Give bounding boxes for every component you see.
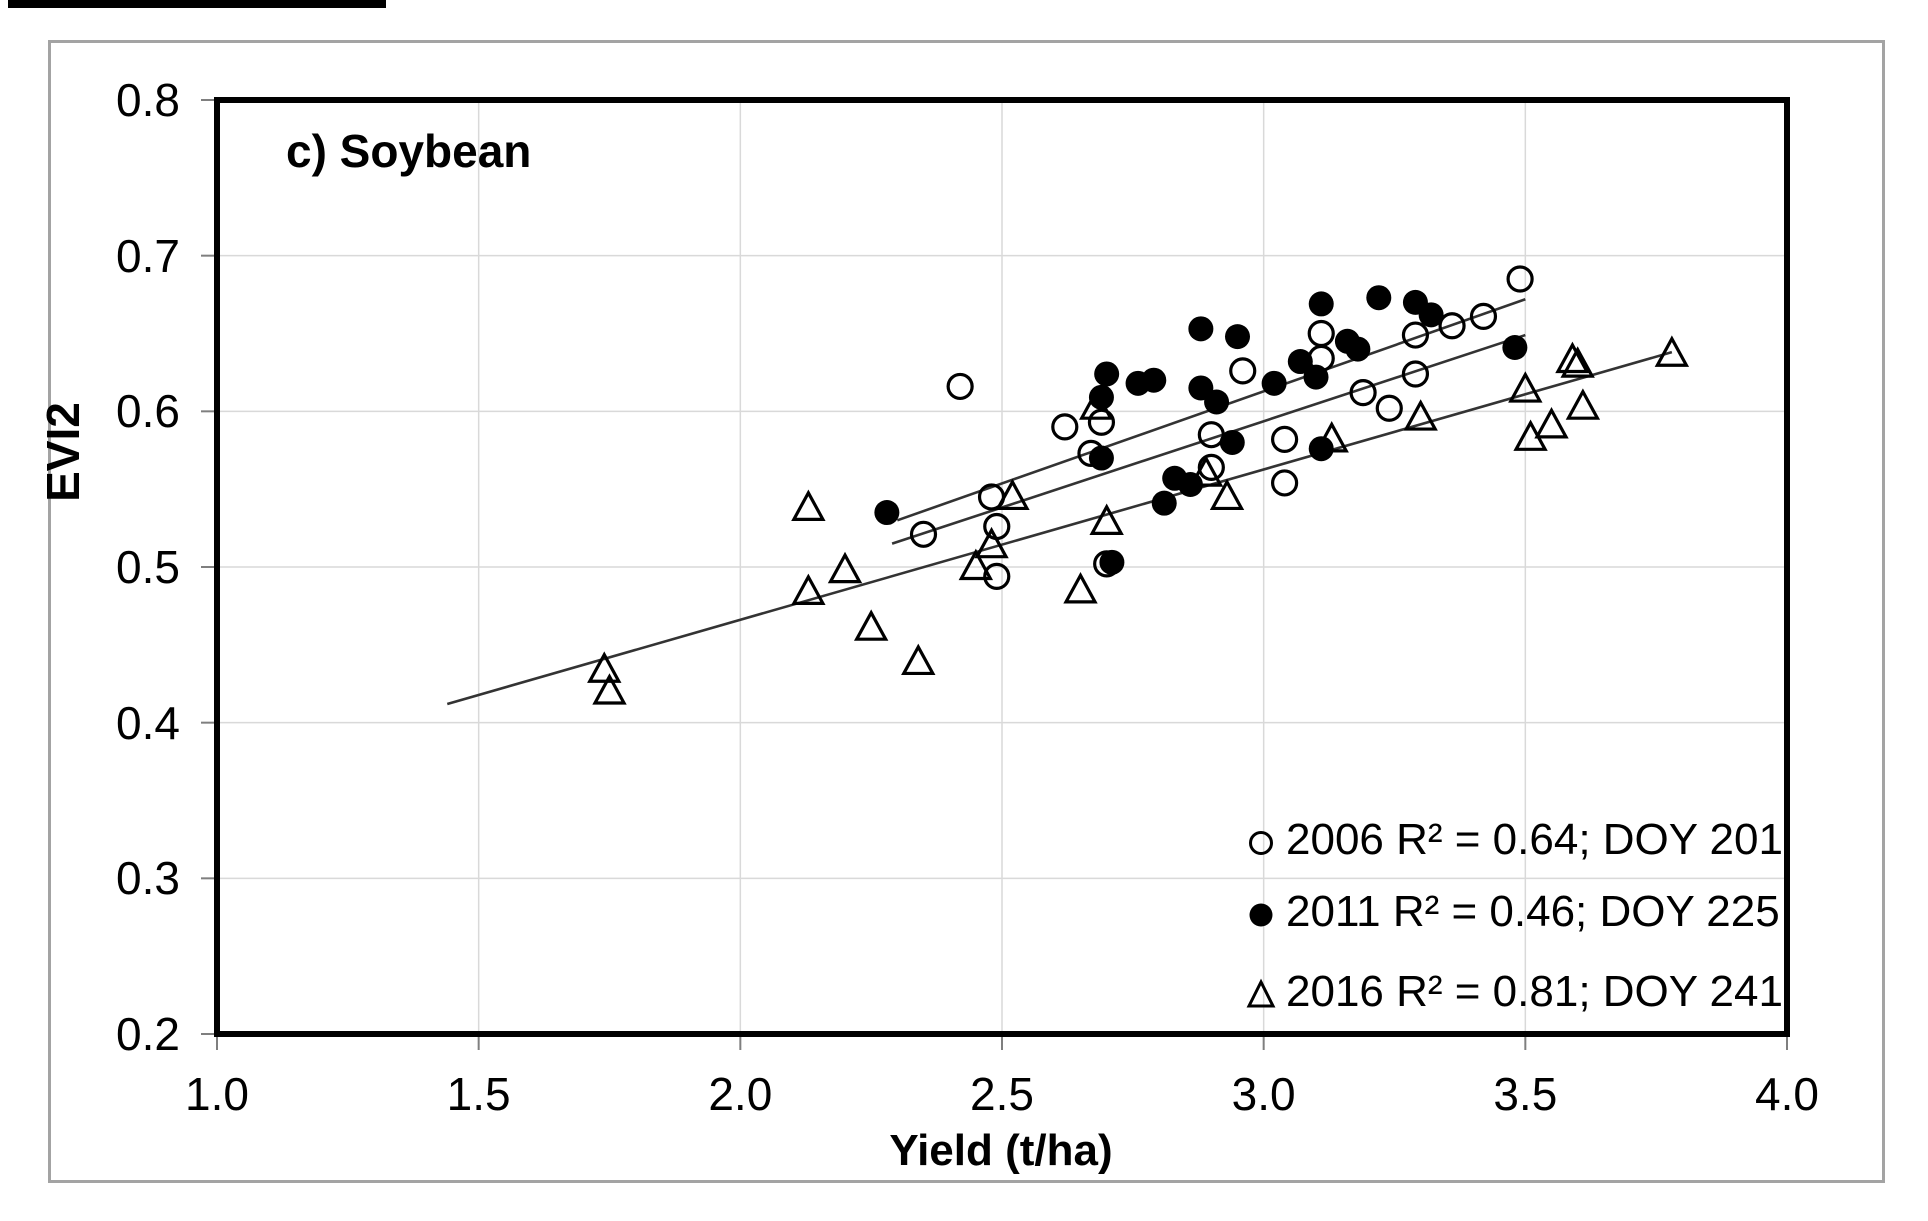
data-point-2011 xyxy=(1088,445,1114,471)
x-tick-label: 3.5 xyxy=(1493,1068,1558,1120)
data-point-2016 xyxy=(995,478,1030,511)
data-point-2011 xyxy=(874,500,900,526)
legend-filled-circle-icon xyxy=(1242,893,1280,931)
chart-title: c) Soybean xyxy=(286,125,532,177)
legend-label-2006: 2006 R² = 0.64; DOY 201 xyxy=(1286,815,1783,864)
data-point-2011 xyxy=(1188,316,1214,342)
data-point-2011 xyxy=(1366,285,1392,311)
data-point-2006 xyxy=(1506,265,1534,293)
data-point-2016 xyxy=(1209,478,1245,511)
data-point-2006 xyxy=(1087,408,1116,436)
x-tick-label: 1.5 xyxy=(446,1068,511,1120)
data-point-2016 xyxy=(791,573,826,606)
data-point-2016 xyxy=(592,673,627,705)
data-point-2006 xyxy=(1270,469,1299,497)
data-point-2016 xyxy=(1534,407,1569,439)
data-point-2016 xyxy=(827,551,863,584)
data-point-2006 xyxy=(1349,379,1377,407)
x-tick-label: 2.5 xyxy=(970,1068,1034,1120)
legend-open-triangle-icon xyxy=(1242,973,1280,1011)
data-point-2011 xyxy=(1303,364,1329,390)
data-point-2006 xyxy=(946,372,974,401)
y-tick-label: 0.8 xyxy=(116,74,180,126)
data-point-2016 xyxy=(974,526,1009,559)
legend-label-2016: 2016 R² = 0.81; DOY 241 xyxy=(1286,967,1783,1016)
data-point-2011 xyxy=(1308,436,1334,462)
y-tick-label: 0.7 xyxy=(116,229,180,282)
data-point-2011 xyxy=(1418,302,1444,328)
y-axis-title: EVI2 xyxy=(37,402,89,502)
data-point-2011 xyxy=(1308,291,1334,317)
data-point-2016 xyxy=(1079,388,1114,420)
y-tick-label: 0.4 xyxy=(116,696,180,749)
data-point-2011 xyxy=(1287,349,1313,375)
data-point-2011 xyxy=(1094,361,1120,387)
data-point-2006 xyxy=(1229,357,1257,385)
top-edge-artifact xyxy=(8,0,386,8)
data-point-2006 xyxy=(1307,319,1335,348)
data-point-2011 xyxy=(1225,324,1250,350)
data-point-2011 xyxy=(1151,490,1177,516)
data-point-2011 xyxy=(1261,370,1287,396)
data-point-2016 xyxy=(853,609,889,641)
data-point-2006 xyxy=(1401,321,1430,349)
data-point-2016 xyxy=(1555,341,1590,374)
x-tick-label: 4.0 xyxy=(1755,1068,1819,1120)
plot-border xyxy=(214,97,1790,1037)
x-tick-label: 3.0 xyxy=(1231,1068,1296,1120)
data-point-2011 xyxy=(1099,549,1125,575)
data-point-2016 xyxy=(1063,572,1098,604)
data-point-2016 xyxy=(1314,421,1349,453)
legend-item-2006: 2006 R² = 0.64; DOY 201 xyxy=(1242,809,1783,871)
data-point-2016 xyxy=(791,489,826,521)
data-point-2011 xyxy=(1141,367,1167,393)
figure-frame xyxy=(48,40,1885,1183)
data-point-2016 xyxy=(901,643,936,676)
legend-item-2011: 2011 R² = 0.46; DOY 225 xyxy=(1242,881,1780,943)
data-point-2016 xyxy=(1654,335,1690,367)
data-point-2011 xyxy=(1204,389,1230,415)
x-tick-label: 1.0 xyxy=(185,1068,249,1120)
data-point-2011 xyxy=(1502,335,1528,361)
data-point-2006 xyxy=(1270,425,1299,453)
data-point-2006 xyxy=(1438,312,1466,340)
data-point-2006 xyxy=(1197,453,1225,481)
data-point-2016 xyxy=(958,548,994,581)
data-point-2006 xyxy=(1401,360,1430,388)
legend-label-2011: 2011 R² = 0.46; DOY 225 xyxy=(1286,887,1780,936)
data-point-2011 xyxy=(1219,429,1245,455)
data-point-2016 xyxy=(1560,346,1595,378)
data-point-2016 xyxy=(1188,455,1224,487)
legend-open-circle-icon xyxy=(1242,821,1280,859)
data-point-2016 xyxy=(1403,399,1438,431)
y-tick-label: 0.6 xyxy=(116,385,180,438)
data-point-2006 xyxy=(1051,413,1079,441)
trendline-2016 xyxy=(446,350,1673,706)
data-point-2006 xyxy=(983,562,1011,590)
data-point-2011 xyxy=(1345,336,1371,362)
y-tick-label: 0.5 xyxy=(116,541,180,593)
data-point-2016 xyxy=(1089,503,1124,535)
data-point-2016 xyxy=(587,651,622,683)
data-point-2016 xyxy=(1565,388,1601,420)
x-tick-label: 2.0 xyxy=(708,1068,773,1120)
x-axis-title: Yield (t/ha) xyxy=(889,1126,1113,1175)
data-point-2006 xyxy=(1469,302,1498,330)
trendline-2011 xyxy=(891,333,1526,545)
y-tick-label: 0.3 xyxy=(116,852,180,905)
data-point-2006 xyxy=(909,520,938,548)
legend-item-2016: 2016 R² = 0.81; DOY 241 xyxy=(1242,961,1783,1023)
data-point-2016 xyxy=(1508,371,1543,403)
y-tick-label: 0.2 xyxy=(116,1008,180,1060)
data-point-2006 xyxy=(1375,394,1403,422)
